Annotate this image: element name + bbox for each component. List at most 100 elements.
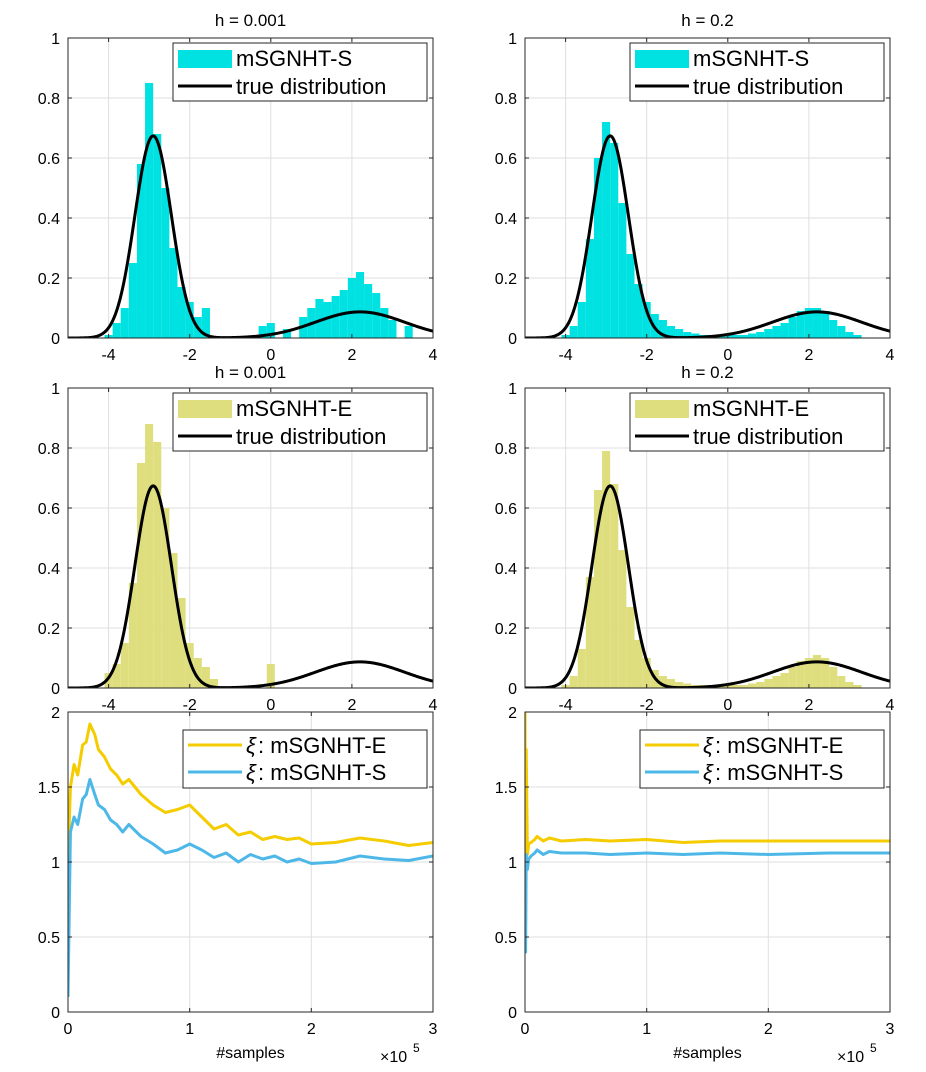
x-tick-label: 2 [804,697,813,714]
histogram-bar [764,329,773,338]
y-tick-label: 0 [51,1005,60,1022]
y-tick-label: 1 [51,31,60,48]
x-tick-labels: -4 -2 0 2 4 [558,347,894,364]
x-tick-label: 2 [804,347,813,364]
y-tick-label: 2 [51,705,60,722]
histogram-bar [355,272,365,338]
y-tick-label: 0 [51,681,60,698]
histogram-bar [602,451,611,688]
histogram-bar [845,332,854,338]
legend: ξ : mSGNHT-E ξ : mSGNHT-S [182,729,428,789]
histogram-bar [104,673,113,688]
histogram-bar [683,683,692,688]
histogram-bar [145,424,154,688]
histogram-bar [634,284,643,338]
y-tick-label: 0.2 [38,271,60,288]
panel-4: h = 0.2 -4 -2 0 2 4 0 0.2 0.4 [495,363,895,714]
panel-title: h = 0.2 [681,11,733,30]
x-tick-label: 2 [307,1021,316,1038]
axes-frame [67,711,434,1013]
histogram-bar [821,311,830,338]
histogram-bar [128,583,137,688]
histogram-bar [136,164,146,338]
grid [68,388,433,688]
histogram-bar [404,326,413,338]
y-tick-label: 0 [508,1005,517,1022]
legend-swatch-histogram [178,400,232,418]
histogram-bar [845,682,854,688]
histogram-bar [372,293,381,338]
histogram-bar [161,508,170,688]
y-tick-label: 1 [508,31,517,48]
y-tick-label: 0.2 [495,271,517,288]
histogram-bar [618,550,627,688]
x-tick-label: -2 [640,697,654,714]
histogram-bar [772,676,781,688]
histogram-bar [161,188,170,338]
histogram-bar [748,683,757,688]
histogram-bar [731,685,740,688]
histogram [561,122,862,338]
x-multiplier: ×10 5 [380,1041,420,1066]
legend-box [182,729,428,789]
legend: mSGNHT-S true distribution [629,42,885,102]
y-tick-label: 0.4 [495,561,517,578]
histogram-bar [136,463,146,688]
series-line-mSGNHT-E [68,722,433,863]
histogram-bar [642,302,651,338]
x-tick-label: 4 [886,347,895,364]
series-lines [525,712,890,954]
series-line-mSGNHT-S [525,848,890,954]
true-distribution-curve [525,484,890,688]
x-tick-labels: -4 -2 0 2 4 [101,697,437,714]
legend: ξ : mSGNHT-E ξ : mSGNHT-S [639,729,885,789]
histogram-bar [585,239,594,338]
x-tick-label: 1 [185,1021,194,1038]
x-tick-label: 0 [266,347,275,364]
histogram-bar [258,326,267,338]
histogram-bar [593,158,603,338]
histogram-bar [829,320,838,338]
histogram-bar [658,320,667,338]
legend-label: mSGNHT-S [693,46,809,71]
x-multiplier: ×10 5 [837,1041,877,1066]
x-tick-label: -2 [183,697,197,714]
histogram-bar [788,317,797,338]
y-tick-label: 1 [51,855,60,872]
histogram-bar [666,326,676,338]
y-tick-label: 0.4 [38,561,60,578]
x-tick-label: -2 [183,347,197,364]
x-tick-label: 0 [723,697,732,714]
legend: mSGNHT-S true distribution [172,42,428,102]
panel-1: h = 0.001 -4 -2 0 2 4 0 0.2 0.4 [38,11,438,364]
y-tick-label: 2 [508,705,517,722]
y-tick-label: 0.2 [495,621,517,638]
y-tick-labels: 0 0.2 0.4 0.6 0.8 1 [495,31,517,348]
legend-label: : mSGNHT-S [715,760,843,785]
histogram-bar [347,278,356,338]
panel-title: h = 0.2 [681,363,733,382]
x-multiplier-base: ×10 [380,1049,407,1066]
y-tick-label: 0 [508,331,517,348]
histogram-bar [153,134,162,338]
histogram-bar [764,679,773,688]
legend-symbol: ξ [703,733,714,758]
histogram-bar [185,643,194,688]
histogram-bar [145,83,154,338]
y-tick-label: 0.8 [495,91,517,108]
legend-label: true distribution [693,424,843,449]
histogram-bar [388,320,397,338]
histogram-bar [853,685,862,688]
y-tick-label: 1 [508,381,517,398]
histogram-bar [804,658,813,688]
x-tick-labels: 0 1 2 3 [64,1021,438,1038]
x-tick-label: 3 [886,1021,895,1038]
y-tick-label: 0 [508,681,517,698]
y-tick-label: 0.8 [38,91,60,108]
x-tick-label: 2 [764,1021,773,1038]
histogram-bar [177,287,186,338]
axes-frame [67,387,434,689]
series-lines [68,722,433,998]
histogram-bar [169,553,178,688]
